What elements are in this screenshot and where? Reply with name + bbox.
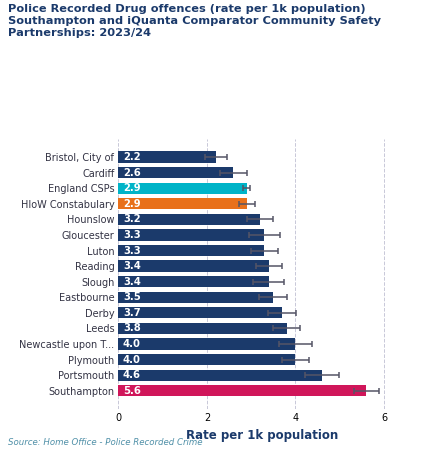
- Bar: [118, 307, 282, 318]
- Bar: [118, 167, 233, 178]
- Bar: [118, 292, 273, 303]
- X-axis label: Rate per 1k population: Rate per 1k population: [186, 429, 338, 442]
- Text: 5.6: 5.6: [123, 386, 141, 396]
- Text: 3.3: 3.3: [123, 230, 140, 240]
- Bar: [118, 260, 269, 272]
- Text: 4.6: 4.6: [123, 370, 141, 380]
- Text: 3.4: 3.4: [123, 261, 141, 271]
- Text: 3.4: 3.4: [123, 277, 141, 286]
- Text: 3.2: 3.2: [123, 214, 140, 224]
- Text: 2.2: 2.2: [123, 152, 140, 162]
- Text: 3.8: 3.8: [123, 323, 140, 334]
- Text: 3.5: 3.5: [123, 292, 140, 302]
- Bar: [118, 183, 247, 194]
- Bar: [118, 245, 264, 256]
- Text: 3.3: 3.3: [123, 246, 140, 255]
- Bar: [118, 151, 216, 163]
- Text: 2.9: 2.9: [123, 199, 140, 209]
- Bar: [118, 214, 260, 225]
- Text: 2.6: 2.6: [123, 167, 140, 178]
- Bar: [118, 354, 295, 365]
- Bar: [118, 276, 269, 287]
- Bar: [118, 323, 287, 334]
- Text: 3.7: 3.7: [123, 308, 140, 318]
- Bar: [118, 370, 322, 381]
- Bar: [118, 339, 295, 350]
- Text: 2.9: 2.9: [123, 183, 140, 193]
- Text: Source: Home Office - Police Recorded Crime: Source: Home Office - Police Recorded Cr…: [8, 438, 203, 447]
- Text: 4.0: 4.0: [123, 355, 141, 365]
- Text: 4.0: 4.0: [123, 339, 141, 349]
- Bar: [118, 385, 366, 396]
- Text: Police Recorded Drug offences (rate per 1k population)
Southampton and iQuanta C: Police Recorded Drug offences (rate per …: [8, 4, 382, 38]
- Bar: [118, 229, 264, 241]
- Bar: [118, 198, 247, 209]
